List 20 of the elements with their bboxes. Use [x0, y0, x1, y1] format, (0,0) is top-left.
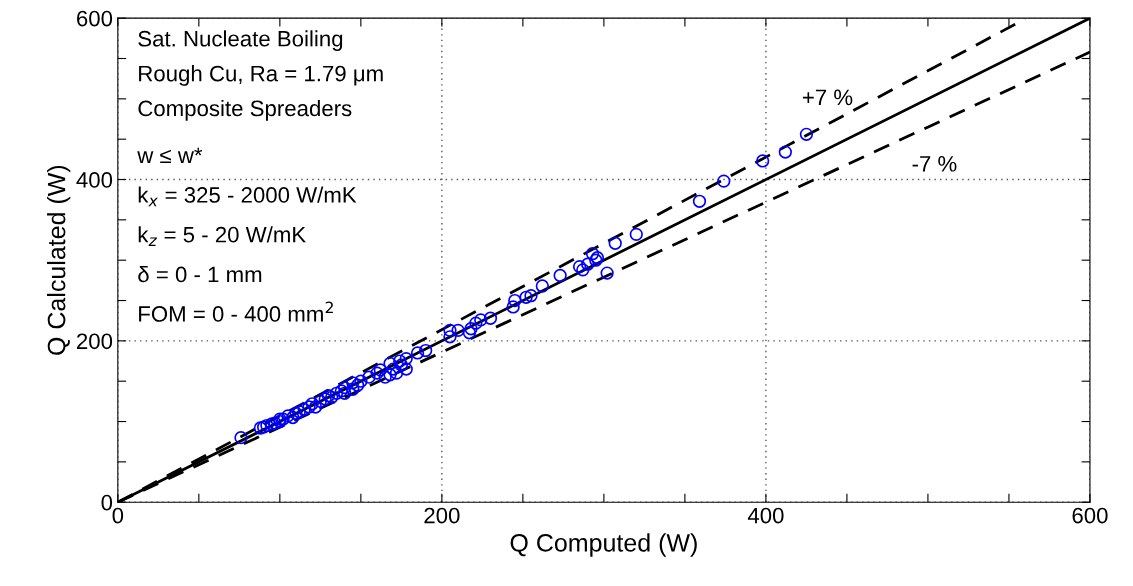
- y-axis-title: Q Calculated (W): [47, 165, 71, 355]
- x-tick-label: 200: [424, 507, 460, 524]
- annotation: δ = 0 - 1 mm: [138, 265, 262, 283]
- annotation: k$_{z}$ = 5 - 20 W/mK: [138, 226, 306, 246]
- series-label: +7 %: [802, 89, 853, 106]
- annotation: Composite Spreaders: [138, 99, 352, 121]
- annotation: FOM = 0 - 400 mm$^{2}$: [139, 301, 333, 322]
- y-tick-label: 400: [76, 172, 113, 188]
- annotation: k$_{x}$ = 325 - 2000 W/mK: [138, 186, 357, 207]
- x-tick-label: 600: [1072, 507, 1108, 524]
- y-tick-label: 0: [101, 494, 113, 511]
- series-label: -7 %: [912, 156, 957, 172]
- x-tick-label: 400: [747, 507, 784, 524]
- y-tick-label: 600: [77, 10, 113, 27]
- x-axis-title: Q Computed (W): [510, 533, 697, 557]
- annotation: Sat. Nucleate Boiling: [138, 30, 343, 51]
- y-tick-label: 200: [77, 333, 113, 350]
- x-tick-label: 0: [112, 507, 124, 524]
- annotation: w ≤ w*: [137, 147, 203, 164]
- annotation: Rough Cu, Ra = 1.79 μm: [139, 65, 383, 86]
